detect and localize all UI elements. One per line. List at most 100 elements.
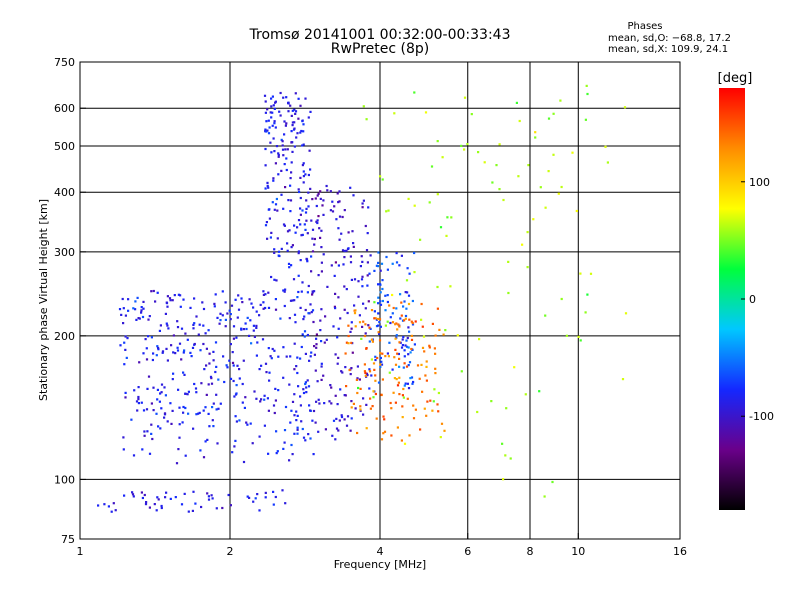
data-point xyxy=(385,210,388,213)
data-point xyxy=(176,346,179,349)
data-point xyxy=(431,409,434,412)
data-point xyxy=(133,389,136,392)
data-point xyxy=(368,370,372,373)
data-point xyxy=(385,255,388,259)
data-point xyxy=(274,126,277,129)
data-point xyxy=(164,394,167,397)
data-point xyxy=(211,419,214,422)
data-point xyxy=(244,396,247,399)
data-point xyxy=(624,312,628,315)
data-point xyxy=(245,327,248,331)
data-point xyxy=(310,270,313,273)
data-point xyxy=(246,316,249,319)
data-point xyxy=(169,299,172,302)
data-point xyxy=(579,272,582,275)
data-point xyxy=(401,344,404,347)
data-point xyxy=(495,164,498,167)
data-point xyxy=(370,338,373,341)
data-point xyxy=(274,308,278,311)
data-point xyxy=(304,381,307,384)
data-point xyxy=(304,173,307,176)
data-point xyxy=(282,154,285,157)
data-point xyxy=(277,155,280,158)
data-point xyxy=(193,382,196,386)
data-point xyxy=(183,349,186,352)
data-point xyxy=(398,264,401,267)
data-point xyxy=(215,507,218,510)
grid xyxy=(80,62,680,539)
data-point xyxy=(182,298,185,301)
data-point xyxy=(368,272,371,275)
data-point xyxy=(313,243,316,246)
data-point xyxy=(134,308,137,311)
data-point xyxy=(290,161,293,164)
data-point xyxy=(142,409,146,412)
chart-title: Tromsø 20141001 00:32:00-00:33:43 xyxy=(249,27,511,43)
data-point xyxy=(208,425,211,428)
data-point xyxy=(299,213,302,216)
data-point xyxy=(159,324,162,327)
data-point xyxy=(266,129,269,132)
data-point xyxy=(163,416,166,419)
data-point xyxy=(183,492,186,495)
data-point xyxy=(350,341,353,344)
data-point xyxy=(380,262,384,265)
data-point xyxy=(380,438,384,441)
data-point xyxy=(151,358,154,362)
data-point xyxy=(193,342,196,346)
data-point xyxy=(271,124,274,127)
data-point xyxy=(289,421,292,424)
data-point xyxy=(190,355,193,358)
data-point xyxy=(199,349,202,352)
data-point xyxy=(364,371,367,374)
data-point xyxy=(437,410,440,413)
data-point xyxy=(547,117,551,120)
data-point xyxy=(252,500,255,503)
data-point xyxy=(214,293,217,296)
data-point xyxy=(103,503,106,506)
data-point xyxy=(214,341,218,344)
data-point xyxy=(157,346,160,350)
data-point xyxy=(425,379,428,382)
data-point xyxy=(246,495,249,498)
data-point xyxy=(370,358,373,361)
data-point xyxy=(360,255,363,258)
data-point xyxy=(360,278,364,281)
data-point xyxy=(273,150,276,153)
data-point xyxy=(255,354,258,357)
data-point xyxy=(202,307,206,311)
data-point xyxy=(122,448,125,451)
data-point xyxy=(182,371,185,374)
data-point xyxy=(300,345,303,349)
data-point xyxy=(356,431,359,435)
data-point xyxy=(409,377,412,380)
data-point xyxy=(309,409,312,412)
data-point xyxy=(280,247,283,250)
data-point xyxy=(290,141,293,144)
data-point xyxy=(148,506,151,509)
data-point xyxy=(145,347,148,350)
data-point xyxy=(266,397,269,400)
data-point xyxy=(216,442,219,445)
data-point xyxy=(212,359,215,362)
data-point xyxy=(365,118,368,121)
data-point xyxy=(158,400,161,403)
data-point xyxy=(161,351,164,354)
data-point xyxy=(248,334,251,337)
data-point xyxy=(164,312,167,315)
data-point xyxy=(244,322,247,325)
data-point xyxy=(263,398,266,401)
data-point xyxy=(201,301,204,304)
data-point xyxy=(347,334,350,338)
data-point xyxy=(378,339,382,342)
data-point xyxy=(187,390,190,393)
data-point xyxy=(370,309,374,312)
data-point xyxy=(124,391,127,394)
data-point xyxy=(159,392,162,395)
data-point xyxy=(373,310,376,313)
data-point xyxy=(434,352,437,355)
data-point xyxy=(286,249,289,252)
data-point xyxy=(310,219,313,222)
data-point xyxy=(275,279,278,282)
data-point xyxy=(141,448,144,451)
